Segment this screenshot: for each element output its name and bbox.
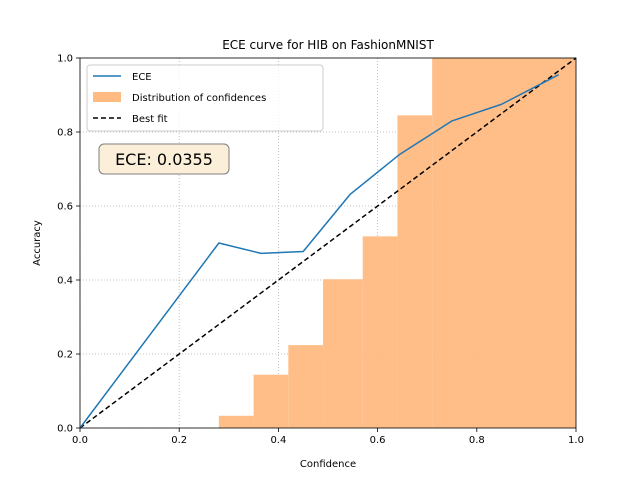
legend-label-ece: ECE (132, 72, 152, 83)
legend-label-best-fit: Best fit (132, 114, 168, 125)
y-axis-label: Accuracy (32, 220, 43, 266)
confidence-bar (253, 374, 289, 428)
confidence-bars (218, 58, 576, 428)
legend-swatch-distribution (93, 92, 121, 102)
series-lines (79, 57, 577, 429)
y-tick-label: 0.8 (57, 128, 73, 139)
confidence-bar (362, 236, 398, 428)
ece-annotation-text: ECE: 0.0355 (115, 150, 213, 169)
legend-box (86, 64, 324, 132)
x-tick-label: 0.0 (72, 435, 88, 446)
y-tick-label: 0.6 (57, 202, 73, 213)
ece-line (79, 73, 559, 429)
x-tick-label: 0.4 (270, 435, 286, 446)
legend-label-distribution: Distribution of confidences (132, 93, 266, 104)
y-tick-label: 1.0 (57, 54, 73, 65)
chart-title: ECE curve for HIB on FashionMNIST (222, 38, 434, 52)
ece-annotation: ECE: 0.0355 (98, 143, 230, 175)
y-tick-label: 0.0 (57, 424, 73, 435)
x-axis-label: Confidence (300, 459, 356, 470)
x-tick-label: 1.0 (568, 435, 584, 446)
best-fit-line (79, 57, 577, 429)
legend: ECE Distribution of confidences Best fit (86, 64, 324, 132)
confidence-bar (218, 415, 254, 428)
x-tick-label: 0.8 (469, 435, 485, 446)
x-tick-label: 0.6 (370, 435, 386, 446)
confidence-bar (432, 58, 576, 428)
confidence-bar (397, 115, 433, 428)
confidence-bar (323, 279, 363, 428)
y-tick-label: 0.4 (57, 276, 73, 287)
x-tick-label: 0.2 (171, 435, 187, 446)
ece-annotation-box (98, 143, 230, 175)
axis-ticks: 0.0 0.2 0.4 0.6 0.8 1.0 0.0 0.2 0.4 0.6 0.8 1.0 (57, 54, 584, 447)
y-tick-label: 0.2 (57, 350, 73, 361)
confidence-bar (288, 345, 324, 428)
plot-area-frame (79, 57, 577, 429)
